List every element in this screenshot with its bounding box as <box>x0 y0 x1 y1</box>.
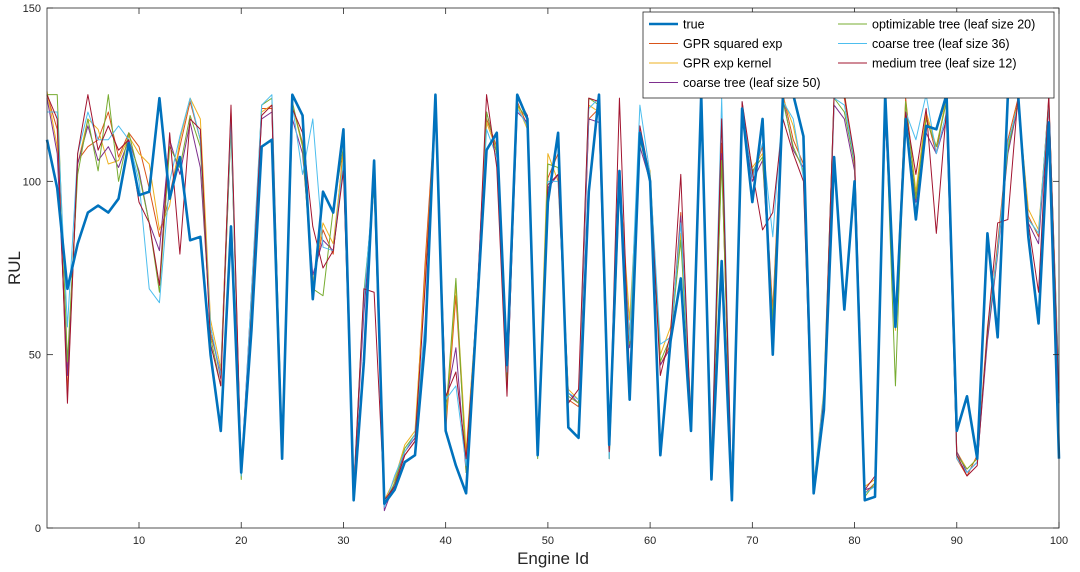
y-axis-title: RUL <box>5 251 24 285</box>
x-tick-label: 70 <box>746 535 758 547</box>
x-tick-label: 90 <box>951 535 963 547</box>
x-tick-label: 80 <box>848 535 860 547</box>
x-tick-label: 50 <box>542 535 554 547</box>
x-tick-label: 30 <box>337 535 349 547</box>
x-tick-label: 40 <box>440 535 452 547</box>
x-tick-label: 10 <box>133 535 145 547</box>
legend-item-true[interactable]: true <box>649 18 705 32</box>
legend-label: optimizable tree (leaf size 20) <box>872 18 1035 32</box>
legend-item-coarse-tree-leaf-size-50[interactable]: coarse tree (leaf size 50) <box>649 76 821 90</box>
series-line-true <box>45 93 1061 506</box>
legend-box <box>642 11 1055 99</box>
ticks-layer: 10 20 30 40 50 60 70 80 90 100 0 50 100 150 <box>23 3 1069 547</box>
x-tick-label: 60 <box>644 535 656 547</box>
x-axis-title: Engine Id <box>517 549 589 568</box>
legend-label: GPR squared exp <box>683 37 782 51</box>
y-tick-label: 50 <box>29 350 41 362</box>
legend-label: GPR exp kernel <box>683 57 771 71</box>
legend-item-medium-tree-leaf-size-12[interactable]: medium tree (leaf size 12) <box>838 57 1017 71</box>
legend-label: medium tree (leaf size 12) <box>872 57 1017 71</box>
legend-item-gpr-exp-kernel[interactable]: GPR exp kernel <box>649 57 771 71</box>
axes-layer <box>46 7 1060 529</box>
legend[interactable]: true GPR squared exp GPR exp kernel coarse … <box>642 11 1055 99</box>
x-tick-label: 100 <box>1050 535 1068 547</box>
legend-item-optimizable-tree-leaf-size-20[interactable]: optimizable tree (leaf size 20) <box>838 18 1035 32</box>
x-tick-label: 20 <box>235 535 247 547</box>
legend-label: coarse tree (leaf size 36) <box>872 37 1010 51</box>
legend-item-coarse-tree-leaf-size-36[interactable]: coarse tree (leaf size 36) <box>838 37 1010 51</box>
legend-label: true <box>683 18 705 32</box>
y-tick-label: 0 <box>35 523 41 535</box>
series-layer <box>45 90 1061 512</box>
legend-item-gpr-squared-exp[interactable]: GPR squared exp <box>649 37 782 51</box>
legend-label: coarse tree (leaf size 50) <box>683 76 821 90</box>
axes-box <box>46 7 1060 529</box>
y-tick-label: 150 <box>23 3 41 15</box>
y-tick-label: 100 <box>23 176 41 188</box>
